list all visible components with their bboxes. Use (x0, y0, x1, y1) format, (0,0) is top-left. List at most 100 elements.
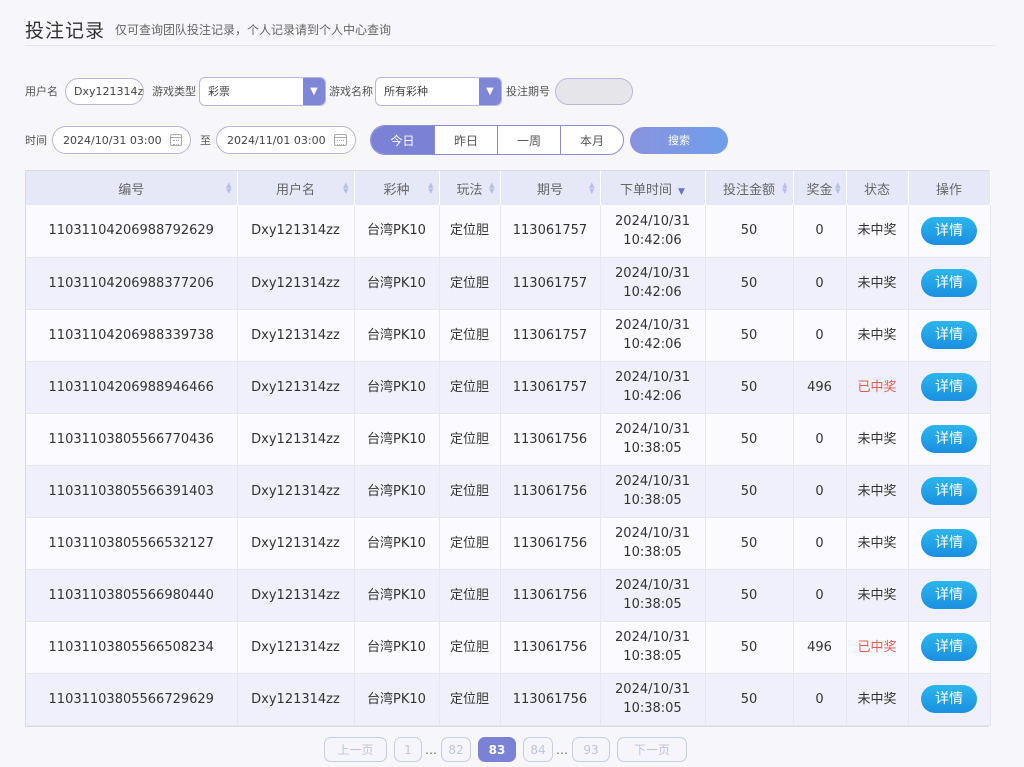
page-header: 投注记录 仅可查询团队投注记录，个人记录请到个人中心查询 (25, 14, 996, 46)
action-cell: 详情 (908, 205, 991, 258)
sort-icon[interactable]: ▲ ▼ (343, 181, 349, 195)
order-time-cell: 2024/10/31 10:38:05 (600, 517, 706, 570)
prize-cell: 0 (793, 673, 847, 726)
issue-cell: 113061756 (500, 517, 601, 570)
play-type-cell: 定位胆 (439, 673, 501, 726)
order-date: 2024/10/31 (615, 682, 690, 697)
game-type-select[interactable]: 彩票 ▼ (199, 76, 326, 106)
action-cell: 详情 (908, 309, 991, 362)
detail-button[interactable]: 详情 (921, 581, 977, 609)
tab-month[interactable]: 本月 (560, 126, 623, 154)
bet-id-cell: 11031103805566770436 (26, 413, 238, 466)
table-row: 11031103805566770436 Dxy121314zz 台湾PK10 定位胆… (26, 413, 991, 466)
table-row: 11031104206988946466 Dxy121314zz 台湾PK10 定位胆… (26, 361, 991, 414)
detail-button[interactable]: 详情 (921, 216, 977, 245)
play-type-cell: 定位胆 (439, 309, 501, 362)
bet-records-table: 编号 ▲ ▼ 用户名 ▲ ▼ 彩种 ▲ ▼ 玩法 ▲ ▼ 期号 ▲ ▼ 下单时间 ▼ 投注金额 ▲ ▼ 奖… (25, 170, 991, 727)
start-time-input[interactable]: 2024/10/31 03:00 (52, 126, 191, 154)
status-cell: 未中奖 (846, 465, 909, 518)
tab-yesterday[interactable]: 昨日 (434, 126, 497, 154)
column-header[interactable]: 用户名 ▲ ▼ (237, 171, 355, 205)
sort-desc-icon[interactable]: ▼ (678, 186, 685, 197)
amount-cell: 50 (705, 413, 794, 466)
detail-button[interactable]: 详情 (921, 633, 977, 661)
order-time-cell: 2024/10/31 10:42:06 (600, 361, 706, 414)
status-cell: 未中奖 (846, 413, 909, 466)
sort-icon[interactable]: ▲ ▼ (782, 181, 788, 195)
amount-cell: 50 (705, 621, 794, 674)
amount-cell: 50 (705, 517, 794, 570)
order-clock-time: 10:38:05 (623, 597, 682, 612)
detail-button[interactable]: 详情 (921, 477, 977, 505)
prev-page-button[interactable]: 上一页 (324, 737, 387, 762)
amount-cell: 50 (705, 309, 794, 362)
column-header[interactable]: 下单时间 ▼ (600, 171, 706, 205)
detail-button[interactable]: 详情 (921, 321, 977, 349)
username-cell: Dxy121314zz (237, 673, 355, 726)
prize-cell: 0 (793, 517, 847, 570)
action-cell: 详情 (908, 569, 991, 622)
column-header[interactable]: 期号 ▲ ▼ (500, 171, 601, 205)
username-input[interactable]: Dxy121314zz (65, 77, 144, 105)
order-time-cell: 2024/10/31 10:38:05 (600, 569, 706, 622)
column-header[interactable]: 编号 ▲ ▼ (26, 171, 238, 205)
table-row: 11031104206988339738 Dxy121314zz 台湾PK10 定位胆… (26, 309, 991, 362)
sort-icon[interactable]: ▲ ▼ (489, 181, 495, 195)
calendar-icon[interactable] (169, 134, 182, 146)
detail-button[interactable]: 详情 (921, 529, 977, 557)
search-button[interactable]: 搜索 (630, 126, 728, 154)
page-ellipsis: … (556, 742, 568, 757)
sort-icon[interactable]: ▲ ▼ (589, 181, 595, 195)
order-date: 2024/10/31 (615, 213, 690, 229)
action-cell: 详情 (908, 257, 991, 310)
page-84-button[interactable]: 84 (523, 737, 553, 762)
column-header[interactable]: 投注金额 ▲ ▼ (705, 171, 794, 205)
bet-id-cell: 11031103805566391403 (26, 465, 238, 518)
chevron-down-icon: ▼ (479, 77, 501, 105)
detail-button[interactable]: 详情 (921, 425, 977, 453)
detail-button[interactable]: 详情 (921, 269, 977, 297)
game-name-select[interactable]: 所有彩种 ▼ (375, 76, 502, 106)
prize-cell: 0 (793, 413, 847, 466)
username-cell: Dxy121314zz (237, 569, 355, 622)
sort-icon[interactable]: ▲ ▼ (226, 181, 232, 195)
column-header: 操作 (908, 171, 991, 205)
order-clock-time: 10:38:05 (623, 649, 682, 664)
tab-today[interactable]: 今日 (371, 126, 434, 154)
table-row: 11031103805566532127 Dxy121314zz 台湾PK10 定位胆… (26, 517, 991, 570)
order-time-cell: 2024/10/31 10:42:06 (600, 257, 706, 310)
end-time-input[interactable]: 2024/11/01 03:00 (216, 126, 356, 154)
detail-button[interactable]: 详情 (921, 685, 977, 713)
table-row: 11031103805566391403 Dxy121314zz 台湾PK10 定位胆… (26, 465, 991, 518)
end-time-value: 2024/11/01 03:00 (227, 133, 326, 147)
calendar-icon[interactable] (333, 134, 347, 146)
username-cell: Dxy121314zz (237, 257, 355, 310)
amount-cell: 50 (705, 257, 794, 310)
page-title: 投注记录 (25, 20, 106, 42)
next-page-button[interactable]: 下一页 (617, 737, 687, 762)
pagination: 上一页 1 … 82 83 84 … 93 下一页 (324, 737, 694, 762)
page-83-button[interactable]: 83 (478, 737, 516, 762)
column-header[interactable]: 奖金 ▲ ▼ (793, 171, 847, 205)
column-header[interactable]: 彩种 ▲ ▼ (354, 171, 440, 205)
prize-cell: 0 (793, 309, 847, 362)
tab-week[interactable]: 一周 (497, 126, 560, 154)
lottery-cell: 台湾PK10 (354, 465, 440, 518)
prize-cell: 0 (793, 257, 847, 310)
play-type-cell: 定位胆 (439, 205, 501, 258)
issue-input[interactable] (555, 77, 633, 105)
action-cell: 详情 (908, 413, 991, 466)
table-row: 11031103805566980440 Dxy121314zz 台湾PK10 定位胆… (26, 569, 991, 622)
sort-icon[interactable]: ▲ ▼ (835, 181, 841, 195)
page-1-button[interactable]: 1 (394, 737, 422, 762)
prize-cell: 0 (793, 465, 847, 518)
date-range-tabs: 今日 昨日 一周 本月 (370, 125, 624, 155)
detail-button[interactable]: 详情 (921, 373, 977, 401)
page-93-button[interactable]: 93 (572, 737, 610, 762)
table-header-row: 编号 ▲ ▼ 用户名 ▲ ▼ 彩种 ▲ ▼ 玩法 ▲ ▼ 期号 ▲ ▼ 下单时间 ▼ 投注金额 ▲ ▼ 奖… (26, 171, 991, 205)
amount-cell: 50 (705, 205, 794, 258)
column-header[interactable]: 玩法 ▲ ▼ (439, 171, 501, 205)
page-82-button[interactable]: 82 (441, 737, 471, 762)
issue-cell: 113061756 (500, 621, 601, 674)
sort-icon[interactable]: ▲ ▼ (428, 181, 434, 195)
